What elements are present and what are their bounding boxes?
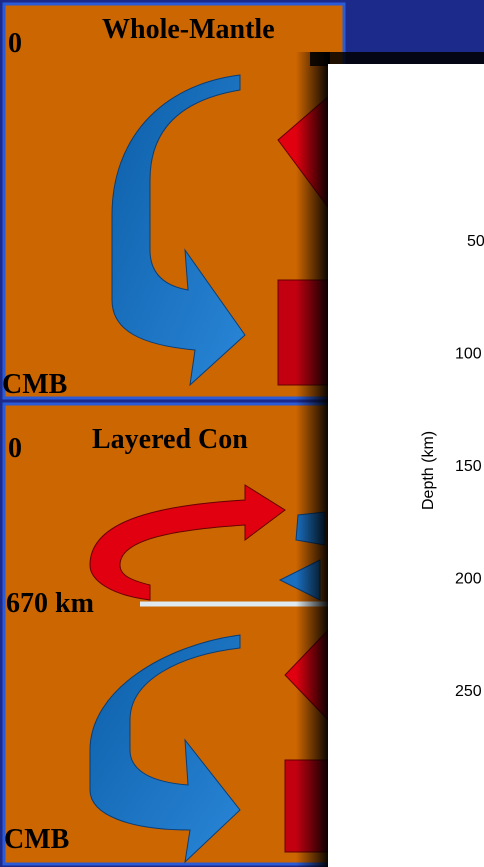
boundary-label: 670 km	[6, 588, 94, 619]
cmb-label: CMB	[4, 824, 69, 855]
window-shadow	[310, 52, 484, 66]
tick-label: 200	[455, 571, 482, 588]
panel-title: Whole-Mantle	[102, 14, 275, 45]
axis-label: Depth (km)	[420, 431, 437, 510]
depth-label: 0	[8, 433, 22, 464]
slide: Whole-Mantle 0 CMB Layered Con 0 670 km …	[0, 0, 484, 867]
tick-label: 100	[455, 346, 482, 363]
cmb-label: CMB	[2, 369, 67, 400]
tick-label: 150	[455, 458, 482, 475]
page: Whole-Mantle 0 CMB Layered Con 0 670 km …	[0, 0, 484, 867]
window-shadow	[296, 52, 330, 867]
depth-label: 0	[8, 28, 22, 59]
tick-label: 250	[455, 683, 482, 700]
tick-label: 50	[467, 233, 484, 250]
panel-title: Layered Con	[92, 424, 248, 455]
